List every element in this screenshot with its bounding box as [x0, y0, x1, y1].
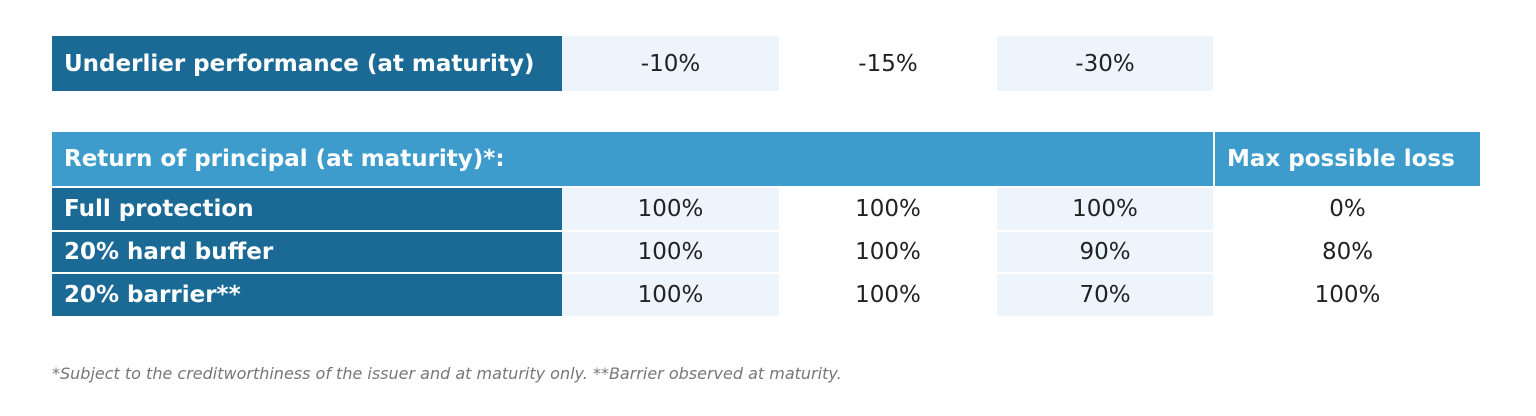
table-header: Return of principal (at maturity)*: [52, 132, 1213, 186]
row-label: Full protection [52, 188, 562, 230]
value-cell: 70% [997, 274, 1213, 316]
footnote: *Subject to the creditworthiness of the … [52, 364, 842, 383]
value-cell: 100% [997, 188, 1213, 230]
value-cell: 100% [855, 282, 921, 308]
value-cell: -30% [997, 36, 1213, 91]
row-label: Underlier performance (at maturity) [52, 36, 562, 91]
table-header: Max possible loss [1215, 132, 1480, 186]
value-cell: 80% [1321, 239, 1374, 265]
row-label: 20% barrier** [52, 274, 562, 316]
value-cell: 0% [1329, 196, 1366, 222]
value-cell: -10% [562, 36, 779, 91]
value-cell: 100% [855, 196, 921, 222]
value-cell: 100% [562, 188, 779, 230]
value-cell: -15% [858, 50, 918, 77]
row-label: 20% hard buffer [52, 232, 562, 272]
value-cell: 100% [1314, 282, 1381, 308]
value-cell: 100% [562, 232, 779, 272]
value-cell: 90% [997, 232, 1213, 272]
value-cell: 100% [855, 239, 921, 265]
value-cell: 100% [562, 274, 779, 316]
